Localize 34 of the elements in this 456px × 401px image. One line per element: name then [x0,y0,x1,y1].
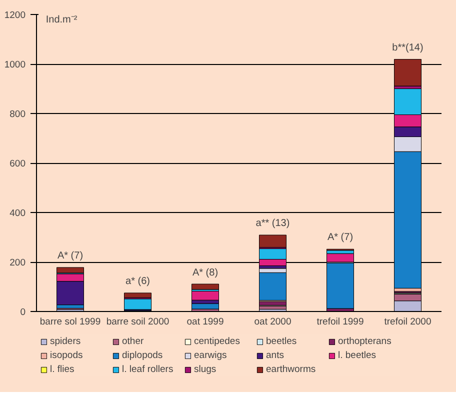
legend-label: centipedes [194,334,241,348]
annotation: A* (7) [57,250,84,262]
y-tick-label: 200 [10,258,26,268]
legend-label: diplopods [122,348,164,362]
x-tick-label: oat 2000 [254,316,292,328]
y-axis-title: Ind.m⁻² [46,14,78,26]
legend-label: other [122,334,145,348]
legend-label: isopods [50,348,84,362]
legend-label: l. leaf rollers [122,362,174,376]
x-tick-label: barre sol 1999 [40,316,101,328]
y-tick-label: 400 [10,208,26,219]
y-tick-label: 800 [10,109,26,120]
annotation: a** (13) [256,218,290,230]
annotation: a* (6) [126,276,150,287]
legend-label: earwigs [194,348,228,362]
legend-label: spiders [50,334,82,348]
x-tick-label: oat 1999 [186,316,224,328]
annotation: A* (7) [327,232,354,244]
y-tick-label: 600 [10,158,26,170]
annotation: A* (8) [192,268,218,279]
annotation: b**(14) [392,42,424,54]
legend-label: l. flies [50,362,76,376]
x-tick-label: trefoil 1999 [316,316,364,328]
legend-label: ants [266,348,285,362]
legend-label: beetles [266,334,298,348]
x-tick-label: trefoil 2000 [384,316,432,328]
legend-label: earthworms [266,362,317,376]
y-tick-label: 0 [20,307,26,318]
legend-label: l. beetles [338,348,378,362]
x-tick-label: barre soil 2000 [106,316,170,328]
legend-label: slugs [194,362,218,376]
legend-label: orthopterans [338,334,392,348]
y-tick-label: 1000 [4,60,26,70]
y-tick-label: 1200 [4,10,26,21]
